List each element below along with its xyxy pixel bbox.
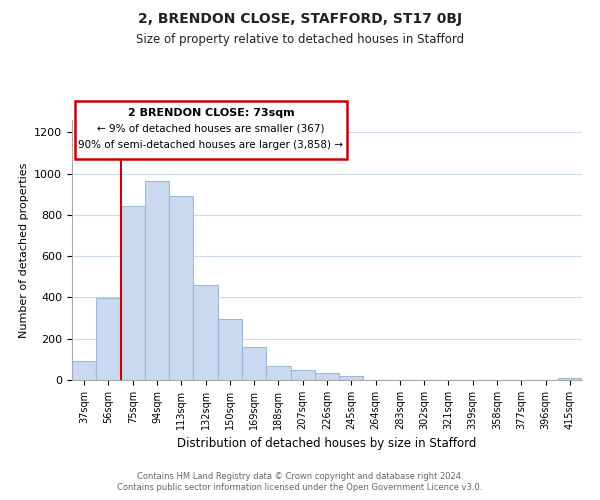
Bar [72,362,96,380]
Text: 2 BRENDON CLOSE: 73sqm: 2 BRENDON CLOSE: 73sqm [128,108,294,118]
X-axis label: Distribution of detached houses by size in Stafford: Distribution of detached houses by size … [178,438,476,450]
Text: Size of property relative to detached houses in Stafford: Size of property relative to detached ho… [136,32,464,46]
Text: Contains HM Land Registry data © Crown copyright and database right 2024.: Contains HM Land Registry data © Crown c… [137,472,463,481]
Bar [315,374,339,380]
Text: Contains public sector information licensed under the Open Government Licence v3: Contains public sector information licen… [118,484,482,492]
Bar [242,348,266,380]
Bar [218,318,242,380]
Bar [121,206,145,380]
Text: 2, BRENDON CLOSE, STAFFORD, ST17 0BJ: 2, BRENDON CLOSE, STAFFORD, ST17 0BJ [138,12,462,26]
Bar [96,298,121,380]
Bar [145,181,169,380]
Text: 90% of semi-detached houses are larger (3,858) →: 90% of semi-detached houses are larger (… [79,140,343,149]
Bar [169,196,193,380]
Text: ← 9% of detached houses are smaller (367): ← 9% of detached houses are smaller (367… [97,124,325,134]
Bar [290,370,315,380]
Bar [558,378,582,380]
Bar [193,285,218,380]
Bar [339,376,364,380]
Y-axis label: Number of detached properties: Number of detached properties [19,162,29,338]
Bar [266,366,290,380]
FancyBboxPatch shape [74,100,347,159]
